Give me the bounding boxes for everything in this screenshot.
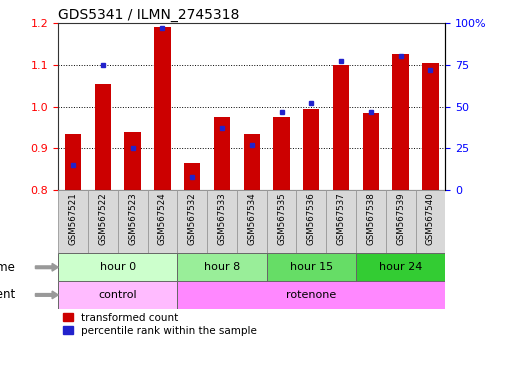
Bar (213, 117, 230, 190)
Bar (184, 163, 200, 190)
Bar (177, 281, 444, 309)
Text: hour 0: hour 0 (99, 262, 135, 272)
Bar (266, 190, 296, 253)
Bar (147, 190, 177, 253)
Bar (94, 84, 111, 190)
Text: control: control (98, 290, 137, 300)
Text: GSM567538: GSM567538 (366, 192, 375, 245)
Text: GSM567522: GSM567522 (98, 192, 107, 245)
Bar (177, 253, 266, 281)
Text: GSM567524: GSM567524 (158, 192, 167, 245)
Text: GSM567532: GSM567532 (187, 192, 196, 245)
Bar (302, 109, 319, 190)
Text: GSM567536: GSM567536 (306, 192, 315, 245)
Text: GSM567533: GSM567533 (217, 192, 226, 245)
Bar (207, 190, 236, 253)
Text: hour 15: hour 15 (289, 262, 332, 272)
Bar (154, 27, 170, 190)
Text: GSM567534: GSM567534 (247, 192, 256, 245)
Bar (58, 253, 177, 281)
Bar (118, 190, 147, 253)
Text: GDS5341 / ILMN_2745318: GDS5341 / ILMN_2745318 (58, 8, 239, 22)
Legend: transformed count, percentile rank within the sample: transformed count, percentile rank withi… (58, 309, 261, 340)
Bar (421, 63, 438, 190)
Bar (392, 55, 408, 190)
Bar (362, 113, 378, 190)
Bar (355, 190, 385, 253)
Text: GSM567535: GSM567535 (276, 192, 285, 245)
Bar (65, 134, 81, 190)
Bar (243, 134, 260, 190)
Bar (355, 253, 444, 281)
Text: hour 24: hour 24 (378, 262, 422, 272)
Text: GSM567540: GSM567540 (425, 192, 434, 245)
Text: time: time (0, 261, 15, 274)
Text: GSM567539: GSM567539 (395, 192, 405, 245)
Bar (58, 190, 88, 253)
Bar (415, 190, 444, 253)
Bar (177, 190, 207, 253)
Bar (266, 253, 355, 281)
Text: GSM567521: GSM567521 (69, 192, 77, 245)
Bar (124, 132, 140, 190)
Bar (273, 117, 289, 190)
Bar (88, 190, 118, 253)
Bar (332, 65, 348, 190)
Text: GSM567523: GSM567523 (128, 192, 137, 245)
Bar (58, 281, 177, 309)
Text: agent: agent (0, 288, 15, 301)
Text: hour 8: hour 8 (204, 262, 239, 272)
Text: GSM567537: GSM567537 (336, 192, 345, 245)
Bar (296, 190, 326, 253)
Bar (326, 190, 355, 253)
Text: rotenone: rotenone (286, 290, 336, 300)
Bar (385, 190, 415, 253)
Bar (236, 190, 266, 253)
